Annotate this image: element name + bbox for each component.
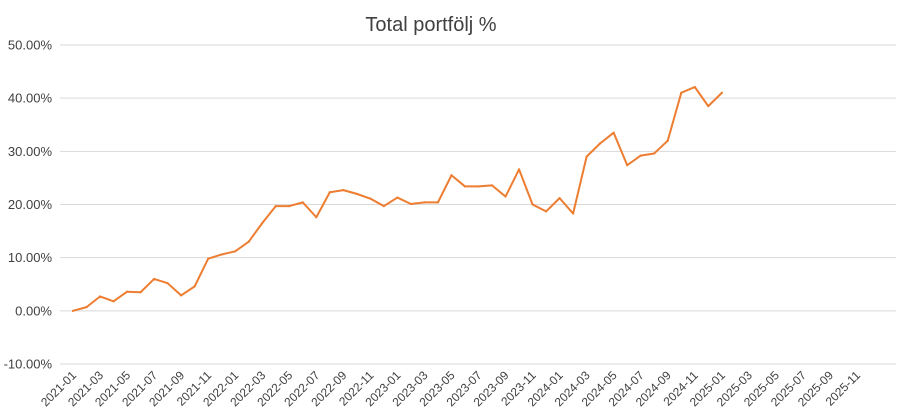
data-point <box>612 131 615 134</box>
data-point <box>261 222 264 225</box>
data-point <box>463 185 467 188</box>
data-point <box>450 174 453 177</box>
data-point <box>71 309 75 312</box>
data-point <box>166 282 169 285</box>
data-point <box>572 212 575 215</box>
data-point <box>409 202 413 206</box>
data-point <box>207 257 210 260</box>
data-point <box>653 152 656 155</box>
data-point <box>396 196 399 199</box>
y-tick-label: 0.00% <box>15 303 52 318</box>
data-point <box>180 294 183 297</box>
y-tick-label: 20.00% <box>8 197 53 212</box>
data-point <box>301 201 304 204</box>
data-point <box>639 154 642 157</box>
data-point <box>139 291 142 294</box>
data-point <box>328 191 331 194</box>
data-point <box>531 203 534 206</box>
data-point <box>490 184 494 187</box>
data-point <box>666 139 669 142</box>
x-axis-labels: 2021-012021-032021-052021-072021-092021-… <box>38 368 863 409</box>
gridlines <box>60 44 896 365</box>
data-point <box>369 197 372 200</box>
data-point <box>558 197 561 200</box>
chart-title: Total portfölj % <box>365 14 496 36</box>
data-point <box>274 204 277 208</box>
data-point <box>288 204 291 208</box>
y-tick-label: 10.00% <box>8 250 53 265</box>
data-point <box>680 91 683 94</box>
data-point <box>504 195 507 198</box>
data-point <box>193 285 196 288</box>
data-point <box>342 189 345 192</box>
data-point <box>355 192 358 195</box>
data-point <box>423 201 426 204</box>
data-point <box>247 240 250 243</box>
data-point <box>220 253 223 256</box>
y-tick-label: 50.00% <box>8 38 53 53</box>
data-point <box>517 168 521 171</box>
data-point <box>125 290 129 293</box>
data-point <box>585 155 588 158</box>
data-point <box>234 250 237 253</box>
data-point <box>98 295 102 298</box>
data-point <box>477 185 480 188</box>
data-point <box>436 201 440 204</box>
data-point <box>112 300 115 303</box>
data-point <box>626 164 629 167</box>
data-point <box>315 216 318 219</box>
series-layer <box>71 85 723 312</box>
data-point <box>85 306 88 309</box>
y-tick-label: 30.00% <box>8 144 53 159</box>
data-point <box>599 142 602 145</box>
data-point <box>693 85 696 89</box>
data-point <box>544 210 548 213</box>
series-line <box>72 86 723 312</box>
data-point <box>720 91 723 94</box>
data-point <box>153 277 156 281</box>
y-tick-label: 40.00% <box>8 91 53 106</box>
y-axis-labels: -10.00% 0.00% 10.00% 20.00% 30.00% 40.00% 50.0… <box>4 38 53 372</box>
data-point <box>382 204 385 208</box>
y-tick-label: -10.00% <box>4 357 53 372</box>
data-point <box>707 105 710 108</box>
